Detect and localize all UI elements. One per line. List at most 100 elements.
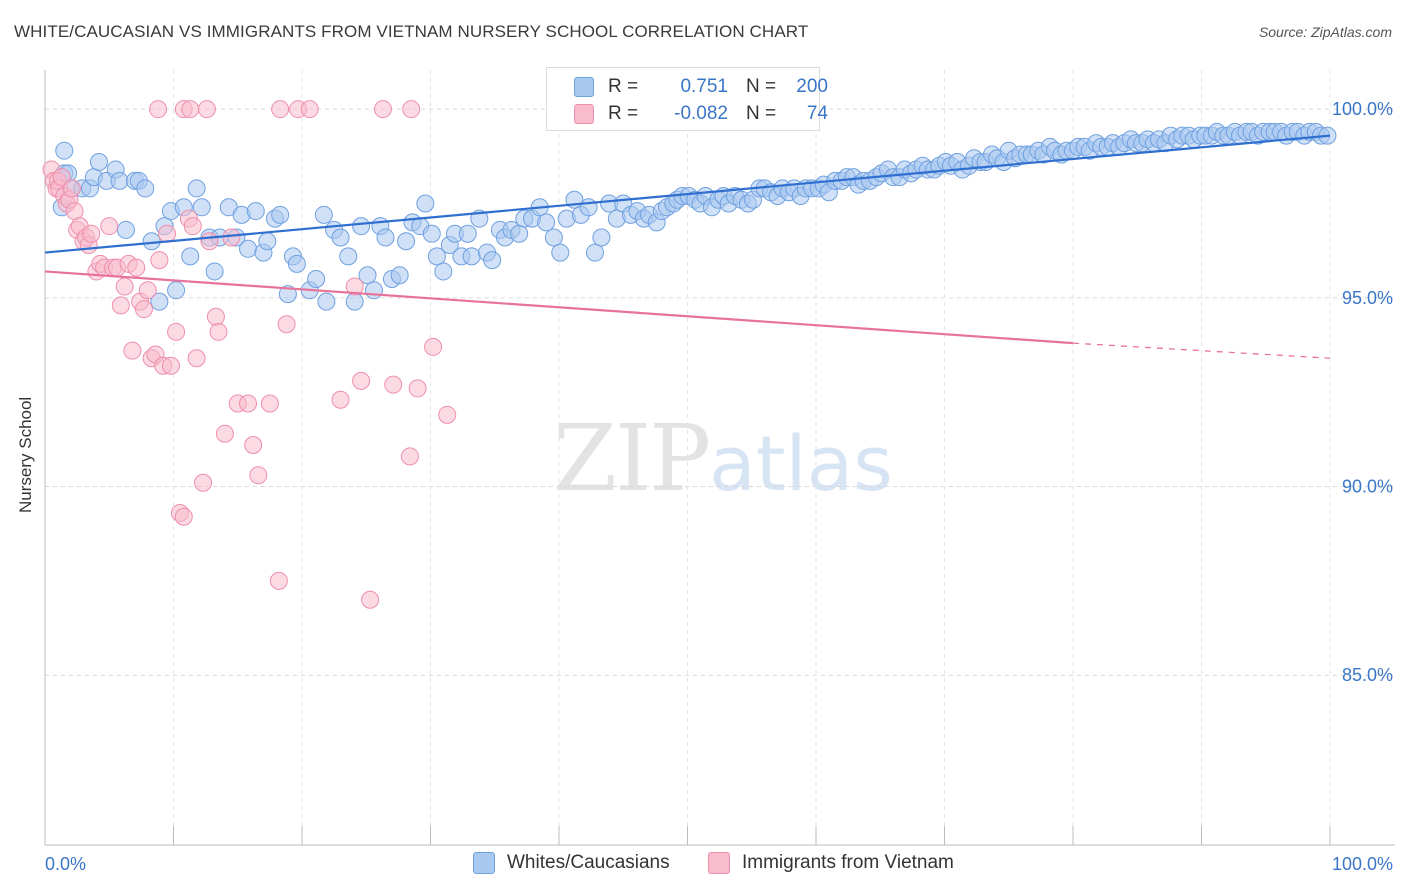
data-point	[361, 590, 380, 609]
data-point	[150, 251, 169, 270]
trend-line	[44, 134, 1331, 254]
y-tick-label: 95.0%	[1342, 288, 1393, 308]
data-point	[192, 198, 211, 217]
data-point	[116, 220, 135, 239]
data-point	[408, 379, 427, 398]
data-point	[111, 296, 130, 315]
series-whites	[52, 122, 1337, 311]
data-point	[123, 341, 142, 360]
data-point	[397, 232, 416, 251]
chart-title: WHITE/CAUCASIAN VS IMMIGRANTS FROM VIETN…	[14, 22, 809, 41]
legend-label-vietnam: Immigrants from Vietnam	[742, 852, 954, 873]
data-point	[183, 217, 202, 236]
data-point	[352, 371, 371, 390]
legend-r-value-vietnam: -0.082	[674, 103, 728, 124]
data-point	[314, 205, 333, 224]
legend-swatch-whites	[574, 77, 594, 97]
data-point	[345, 277, 364, 296]
data-point	[352, 217, 371, 236]
watermark: ZIPatlas	[553, 405, 893, 512]
data-point	[384, 375, 403, 394]
data-point	[127, 258, 146, 277]
watermark-zip: ZIP	[553, 405, 711, 512]
data-point	[187, 349, 206, 368]
data-point	[52, 168, 71, 187]
data-point	[458, 224, 477, 243]
legend-n-value-whites: 200	[796, 76, 828, 97]
data-point	[167, 322, 186, 341]
data-point	[416, 194, 435, 213]
data-point	[65, 202, 84, 221]
data-point	[149, 100, 168, 119]
legend-item-whites: Whites/Caucasians	[473, 852, 670, 874]
data-point	[585, 243, 604, 262]
data-point	[158, 224, 177, 243]
x-tick-label: 0.0%	[45, 854, 86, 874]
data-point	[277, 315, 296, 334]
watermark-atlas: atlas	[709, 419, 893, 508]
data-point	[287, 254, 306, 273]
data-point	[345, 292, 364, 311]
legend-r-label: R =	[608, 76, 639, 97]
data-point	[197, 100, 216, 119]
trend-lines	[44, 134, 1331, 359]
data-point	[271, 205, 290, 224]
y-axis-label: Nursery School	[16, 396, 35, 513]
legend-n-value-vietnam: 74	[806, 103, 828, 124]
legend-r-label: R =	[608, 103, 639, 124]
legend-row-whites: R = 0.751 N = 200	[547, 74, 828, 100]
data-point	[400, 447, 419, 466]
series-vietnam	[42, 100, 457, 609]
y-tick-label: 100.0%	[1332, 99, 1393, 119]
data-point	[89, 153, 108, 172]
legend-row-vietnam: R = -0.082 N = 74	[547, 101, 828, 127]
data-point	[100, 217, 119, 236]
data-point	[167, 281, 186, 300]
data-point	[138, 281, 157, 300]
data-point	[422, 224, 441, 243]
data-point	[134, 300, 153, 319]
data-point	[269, 571, 288, 590]
x-tick-label: 100.0%	[1332, 854, 1393, 874]
data-point	[260, 394, 279, 413]
data-point	[438, 405, 457, 424]
data-point	[222, 228, 241, 247]
data-point	[376, 228, 395, 247]
legend-n-label: N =	[746, 103, 777, 124]
grid-lines	[45, 70, 1395, 845]
trend-line	[44, 270, 1074, 345]
data-point	[551, 243, 570, 262]
data-point	[187, 179, 206, 198]
legend-swatch-vietnam	[708, 852, 730, 874]
data-point	[136, 179, 155, 198]
data-point	[483, 251, 502, 270]
data-point	[579, 198, 598, 217]
data-point	[215, 424, 234, 443]
data-point	[55, 141, 74, 160]
legend-swatch-whites	[473, 852, 495, 874]
data-point	[307, 269, 326, 288]
data-point	[364, 281, 383, 300]
data-point	[62, 179, 81, 198]
data-point	[181, 100, 200, 119]
y-tick-label: 90.0%	[1342, 477, 1393, 497]
data-point	[181, 247, 200, 266]
y-tick-label: 85.0%	[1342, 665, 1393, 685]
data-point	[206, 307, 225, 326]
data-point	[331, 390, 350, 409]
data-point	[82, 224, 101, 243]
data-point	[592, 228, 611, 247]
data-point	[115, 277, 134, 296]
data-point	[339, 247, 358, 266]
data-point	[300, 100, 319, 119]
data-point	[244, 436, 263, 455]
stats-legend: R = 0.751 N = 200 R = -0.082 N = 74	[546, 67, 828, 131]
data-point	[358, 266, 377, 285]
data-point	[249, 466, 268, 485]
data-point	[174, 507, 193, 526]
data-point	[402, 100, 421, 119]
axes	[44, 70, 1395, 846]
data-point	[427, 247, 446, 266]
data-point	[161, 356, 180, 375]
